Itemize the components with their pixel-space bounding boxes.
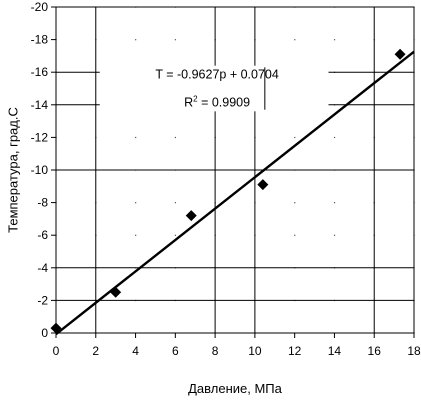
minor-grid-dot — [333, 136, 336, 139]
x-tick-label: 12 — [288, 344, 302, 358]
x-tick-label: 8 — [212, 344, 219, 358]
data-points — [50, 48, 406, 334]
minor-grid-dot — [294, 136, 296, 139]
y-tick-label: -16 — [31, 65, 49, 79]
y-tick-label: -10 — [31, 163, 49, 177]
x-tick-label: 18 — [407, 344, 421, 358]
grid-lines — [55, 6, 415, 334]
x-tick-label: 2 — [92, 344, 99, 358]
y-tick-label: -2 — [37, 293, 48, 307]
x-tick-label: 4 — [132, 344, 139, 358]
y-tick-label: -4 — [37, 261, 48, 275]
y-axis-label: Температура, град.С — [5, 107, 20, 233]
x-tick-label: 0 — [53, 344, 60, 358]
minor-grid-dot — [294, 202, 296, 204]
data-point — [110, 286, 122, 298]
x-tick-label: 14 — [328, 344, 342, 358]
x-axis-label: Давление, МПа — [188, 381, 283, 396]
minor-grid-dot — [333, 39, 336, 41]
data-point — [185, 210, 197, 222]
minor-grid-dot — [135, 234, 137, 236]
trendline-annotation: T = -0.9627p + 0.0704 R2 = 0.9909 — [99, 65, 329, 112]
minor-grid-dot — [135, 39, 137, 41]
minor-grid-dot — [174, 234, 177, 236]
minor-grid-dot — [135, 202, 137, 204]
data-point — [394, 48, 406, 60]
minor-grid-dot — [135, 136, 137, 139]
x-tick-label: 6 — [172, 344, 179, 358]
minor-grid-dot — [174, 136, 177, 139]
data-point — [257, 179, 269, 191]
y-tick-label: -14 — [31, 98, 49, 112]
r-squared-label: R2 = 0.9909 — [184, 94, 250, 109]
minor-grid-dot — [294, 39, 296, 41]
axes — [51, 6, 415, 338]
y-tick-label: -8 — [37, 196, 48, 210]
r-squared-superscript: 2 — [193, 94, 198, 103]
minor-grid-dot — [294, 234, 296, 236]
minor-grid-dot — [174, 202, 177, 204]
data-point — [50, 322, 62, 334]
annotation-box — [99, 65, 329, 112]
y-tick-label: -20 — [31, 0, 49, 14]
tick-labels: 0 2 4 6 8 10 12 14 16 18 0 -2 -4 -6 -8 -10 -12 -14 -16 -18 -… — [31, 0, 421, 358]
minor-grid-dot — [333, 234, 336, 236]
x-tick-label: 16 — [368, 344, 382, 358]
y-tick-label: -18 — [31, 33, 49, 47]
trendline-equation: T = -0.9627p + 0.0704 — [155, 68, 279, 82]
r-squared-value: = 0.9909 — [198, 95, 251, 109]
y-tick-label: -12 — [31, 130, 49, 144]
minor-grid-dot — [174, 39, 177, 41]
y-tick-label: 0 — [41, 326, 48, 340]
minor-grid-dot — [333, 202, 336, 204]
y-tick-label: -6 — [37, 228, 48, 242]
x-tick-label: 10 — [248, 344, 262, 358]
r-squared-prefix: R — [184, 95, 193, 109]
